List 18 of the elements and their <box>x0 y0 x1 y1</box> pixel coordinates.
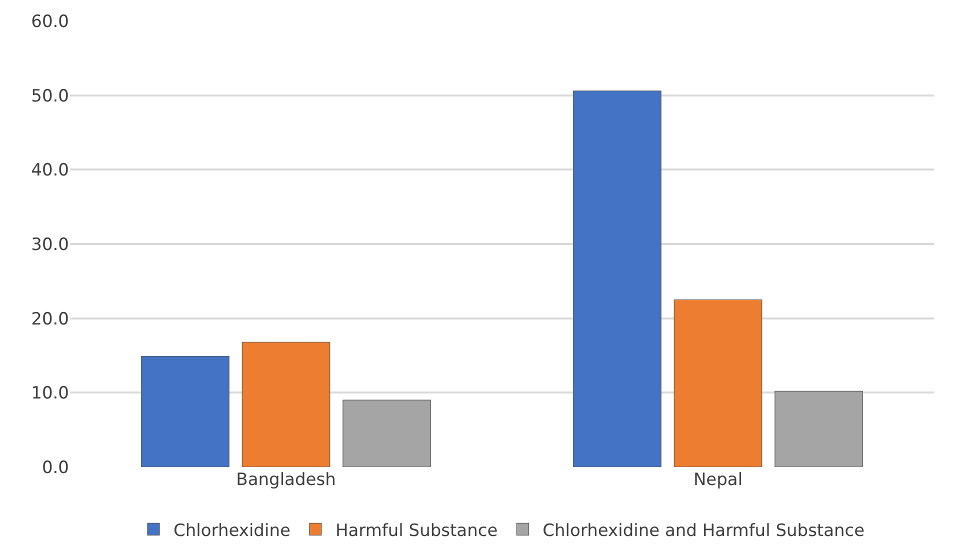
y-tick-label: 50.0 <box>31 86 69 106</box>
bar <box>342 400 431 467</box>
legend-label: Chlorhexidine and Harmful Substance <box>542 520 865 541</box>
y-tick-label: 10.0 <box>31 384 69 404</box>
legend-label: Chlorhexidine <box>174 520 290 541</box>
y-tick-label: 0.0 <box>42 458 69 478</box>
x-tick-label: Nepal <box>693 470 743 490</box>
bar <box>242 342 330 467</box>
bar <box>141 356 230 467</box>
y-tick-label: 30.0 <box>31 234 69 255</box>
bar <box>774 390 863 467</box>
y-tick-label: 60.0 <box>31 12 69 32</box>
y-tick-label: 20.0 <box>31 309 69 330</box>
x-tick-label: Bangladesh <box>236 470 336 490</box>
bar <box>573 90 662 467</box>
legend-label: Harmful Substance <box>335 520 498 541</box>
bar <box>674 299 762 467</box>
y-tick-label: 40.0 <box>31 160 69 181</box>
